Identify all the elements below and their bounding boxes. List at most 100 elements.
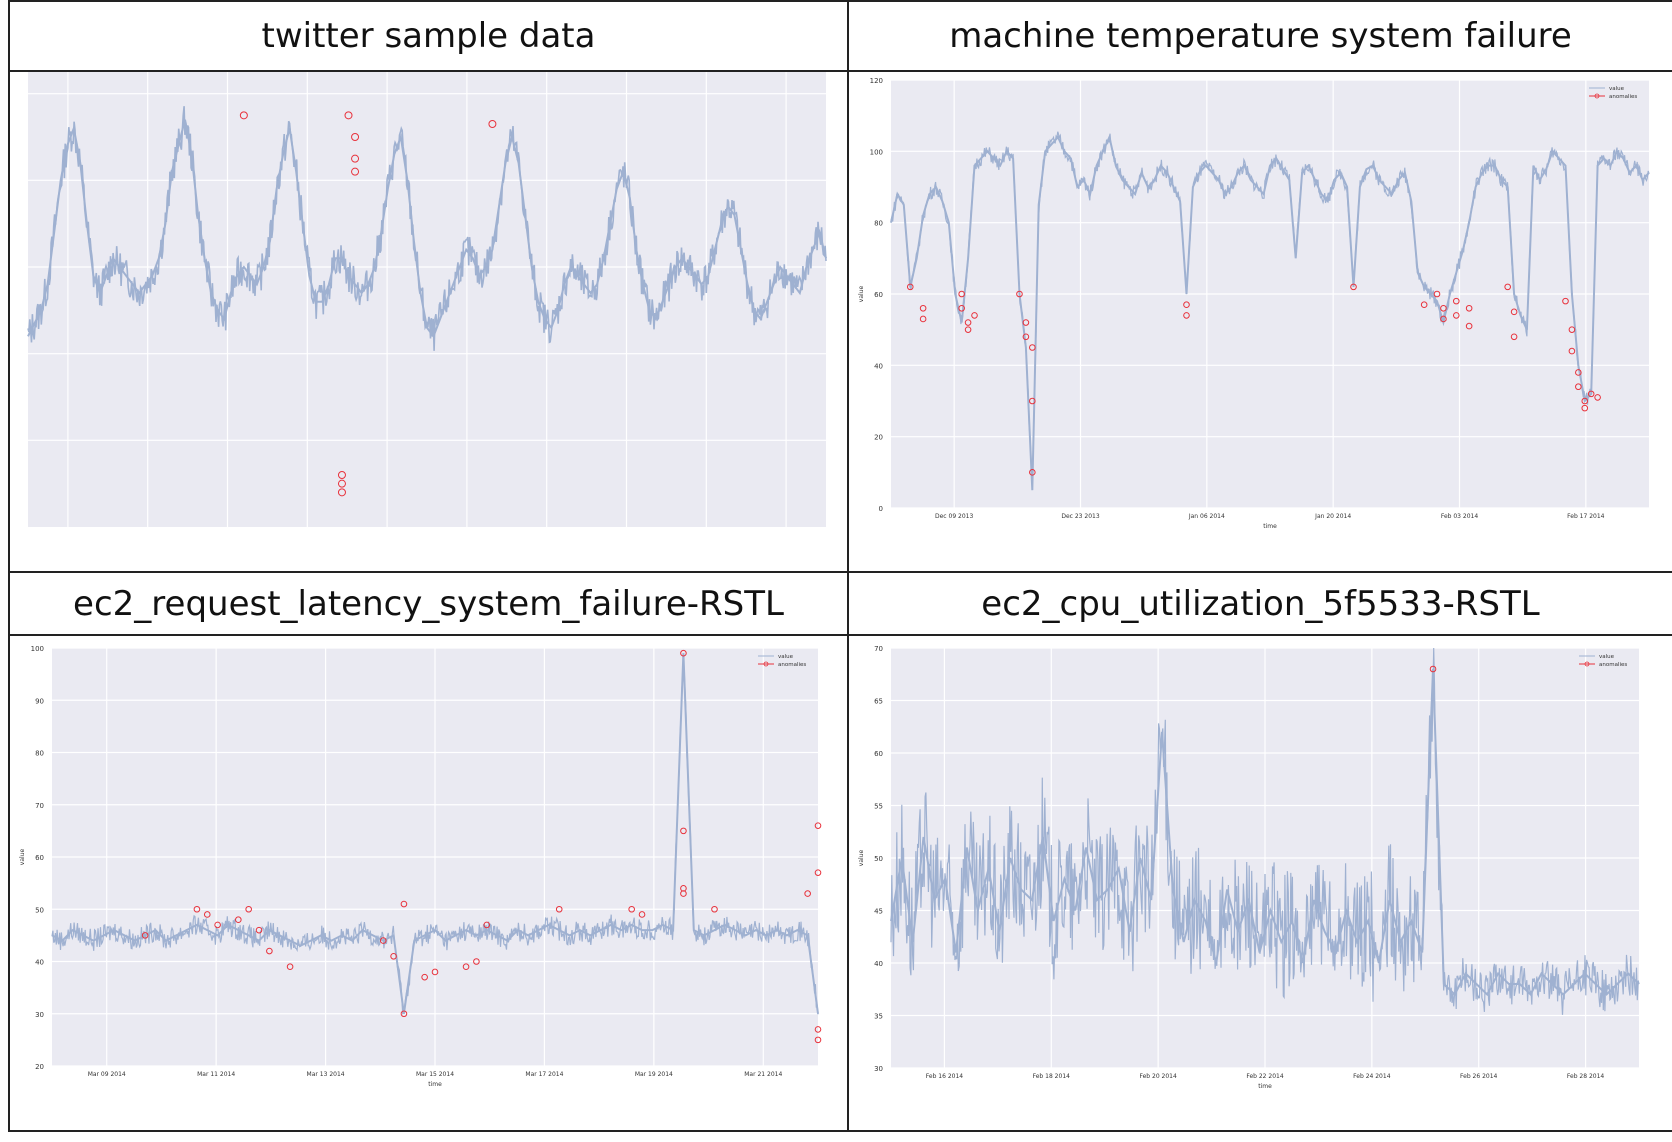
legend-label: anomalies <box>778 662 806 668</box>
x-axis-label: time <box>1263 523 1277 530</box>
x-axis-label: time <box>428 1081 442 1088</box>
legend-label: value <box>1609 86 1625 92</box>
anomaly-point <box>680 885 687 892</box>
panel-title-machine-temperature: machine temperature system failure <box>949 16 1572 56</box>
anomaly-point <box>1568 347 1576 355</box>
x-tick-label: Jan 06 2014 <box>1188 513 1225 520</box>
twitter-chart <box>27 72 827 527</box>
legend-label: value <box>778 654 794 660</box>
panel-title-ec2-cpu-utilization: ec2_cpu_utilization_5f5533-RSTL <box>981 583 1540 624</box>
series-line-value-trend <box>890 133 1650 491</box>
anomaly-point <box>488 120 497 128</box>
anomaly-point <box>1575 383 1582 391</box>
y-axis-label: value <box>858 285 865 302</box>
anomaly-point <box>141 932 149 939</box>
y-tick-label: 30 <box>35 1011 44 1019</box>
anomaly-point <box>400 1010 408 1018</box>
anomaly-point <box>964 319 972 326</box>
anomaly-point <box>919 304 927 312</box>
y-tick-label: 100 <box>31 645 44 653</box>
anomaly-point <box>379 937 387 944</box>
series-line-value <box>890 647 1640 1015</box>
y-tick-label: 55 <box>874 803 883 811</box>
y-tick-label: 70 <box>874 645 883 653</box>
anomaly-point <box>680 827 687 835</box>
anomaly-point <box>1465 304 1473 312</box>
x-tick-label: Feb 28 2014 <box>1567 1073 1605 1080</box>
x-tick-label: Mar 19 2014 <box>635 1071 673 1078</box>
anomaly-point <box>1510 333 1518 341</box>
anomaly-point <box>1420 301 1428 308</box>
anomaly-point <box>1183 312 1190 319</box>
y-tick-label: 80 <box>874 220 883 228</box>
anomaly-point <box>351 133 360 141</box>
anomaly-point <box>958 304 965 312</box>
y-tick-label: 65 <box>874 698 883 706</box>
anomaly-point <box>1016 290 1023 298</box>
anomaly-point <box>1594 394 1601 401</box>
anomaly-point <box>1029 397 1036 405</box>
panel-title-ec2-request-latency: ec2_request_latency_system_failure-RSTL <box>73 583 784 624</box>
x-tick-label: Feb 03 2014 <box>1441 513 1479 520</box>
anomaly-point <box>1452 312 1460 319</box>
anomaly-point <box>1587 390 1595 398</box>
y-tick-label: 40 <box>874 362 883 370</box>
anomaly-point <box>1568 326 1576 333</box>
x-tick-label: Jan 20 2014 <box>1314 513 1351 520</box>
y-tick-label: 40 <box>35 959 44 967</box>
anomaly-point <box>344 111 353 120</box>
table-border-center <box>847 0 849 1132</box>
machine-temperature-chart: 0 20 40 60 80 100 120 Dec 09 2013 Dec 23 2013 Jan… <box>858 77 1650 530</box>
anomaly-point <box>1022 333 1030 341</box>
anomaly-point <box>958 290 965 298</box>
anomaly-point <box>814 1036 822 1044</box>
legend-marker <box>763 661 769 667</box>
anomaly-point <box>483 921 491 929</box>
anomaly-point <box>971 312 978 319</box>
anomaly-point <box>255 926 263 934</box>
anomaly-point <box>1029 344 1036 351</box>
x-tick-label: Mar 11 2014 <box>197 1071 235 1078</box>
anomaly-point <box>1029 469 1036 476</box>
y-tick-label: 30 <box>874 1065 883 1073</box>
anomaly-point <box>390 952 397 960</box>
y-tick-label: 90 <box>35 697 44 705</box>
anomaly-point <box>1429 665 1437 673</box>
table-border-bottom <box>8 1130 1672 1132</box>
x-axis-label: time <box>1258 1083 1272 1090</box>
anomaly-point <box>711 905 718 913</box>
series-line-value-trend <box>27 119 827 339</box>
anomaly-point <box>245 905 252 913</box>
anomaly-point <box>337 479 346 488</box>
y-tick-label: 100 <box>870 148 883 156</box>
x-tick-label: Dec 23 2013 <box>1061 513 1100 520</box>
anomaly-point <box>1433 290 1441 298</box>
anomaly-point <box>193 905 201 913</box>
y-tick-label: 50 <box>874 855 883 863</box>
anomaly-point <box>906 283 914 291</box>
y-tick-label: 80 <box>35 750 44 758</box>
anomaly-point <box>628 905 635 913</box>
ec2-request-latency-chart: 20 30 40 50 60 70 80 90 100 Mar 09 2014 Mar 11 201… <box>19 645 822 1088</box>
y-tick-label: 60 <box>35 854 44 862</box>
x-tick-label: Feb 22 2014 <box>1246 1073 1284 1080</box>
anomaly-point <box>680 649 687 657</box>
anomaly-point <box>1452 297 1460 305</box>
x-tick-label: Mar 13 2014 <box>307 1071 345 1078</box>
anomaly-point <box>1504 283 1511 291</box>
series-line-value-trend <box>890 668 1640 997</box>
anomaly-point <box>421 973 428 981</box>
panel-title-twitter: twitter sample data <box>261 16 596 56</box>
anomaly-point <box>814 1026 822 1033</box>
anomaly-point <box>239 111 248 120</box>
anomaly-point <box>1581 404 1589 412</box>
anomaly-point <box>964 326 972 333</box>
legend-marker <box>1584 661 1590 667</box>
anomaly-point <box>337 488 346 497</box>
anomaly-point <box>919 315 927 323</box>
anomaly-point <box>555 905 563 913</box>
y-axis-label: value <box>858 849 865 866</box>
x-tick-label: Feb 24 2014 <box>1353 1073 1391 1080</box>
anomaly-point <box>431 968 439 976</box>
table-border-middle <box>8 571 1672 573</box>
